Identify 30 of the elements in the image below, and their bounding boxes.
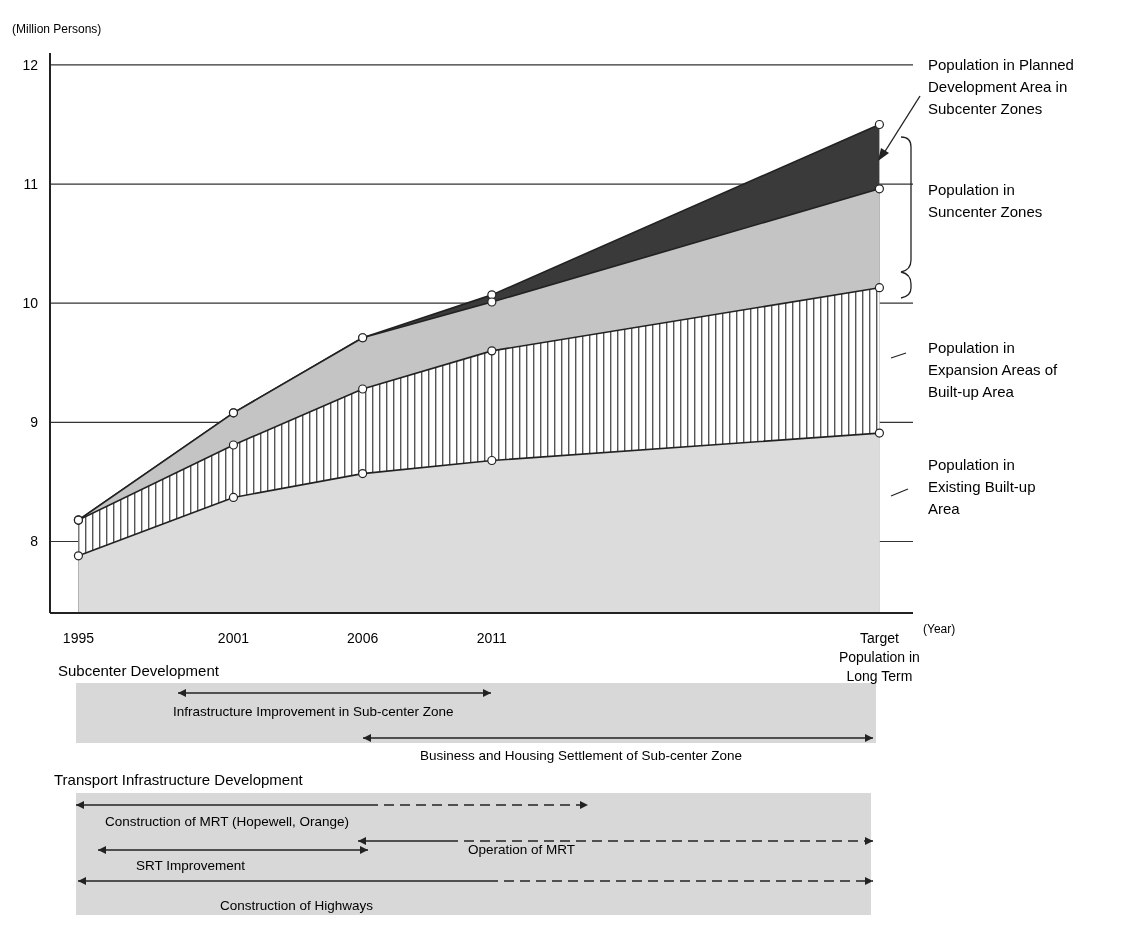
- text: SRT Improvement: [136, 858, 246, 873]
- text: Business and Housing Settlement of Sub-center Zone: [420, 748, 742, 763]
- y-tick-label: 10: [22, 295, 39, 312]
- y-tick-label: 8: [30, 533, 39, 550]
- text: Transport Infrastructure Development: [54, 771, 304, 788]
- x-tick-label: 2006: [347, 630, 379, 646]
- text: Population in Planned Development Area in Subcenter Zones: [928, 56, 1074, 117]
- x-axis-title: (Year): [923, 622, 956, 636]
- x-tick-label: 2011: [476, 630, 508, 646]
- text: Construction of MRT (Hopewell, Orange): [105, 814, 350, 829]
- legend-label: Population in Existing Built-up Area: [928, 456, 1036, 517]
- y-axis-title: (Million Persons): [12, 22, 102, 36]
- point: [874, 119, 885, 130]
- point: [73, 551, 84, 561]
- text: Infrastructure Improvement in Sub-center Zone: [173, 704, 454, 719]
- legend-label: Population in Expansion Areas of Built-up Area: [928, 339, 1059, 400]
- text: Population in Suncenter Zones: [928, 181, 1043, 220]
- y-tick-label: 12: [22, 56, 39, 73]
- x-tick-label: 2001: [217, 630, 250, 646]
- text: Construction of Highways: [220, 898, 374, 913]
- point: [228, 492, 239, 503]
- point: [358, 469, 368, 479]
- x-tick-label: Target Population in Long Term: [838, 630, 920, 684]
- x-tick-label: 1995: [62, 630, 95, 646]
- point: [487, 455, 497, 466]
- y-tick-label: 9: [30, 414, 39, 431]
- y-tick-label: 11: [23, 175, 39, 192]
- point: [874, 428, 885, 438]
- text: Operation of MRT: [468, 842, 576, 857]
- text: Subcenter Development: [58, 662, 220, 679]
